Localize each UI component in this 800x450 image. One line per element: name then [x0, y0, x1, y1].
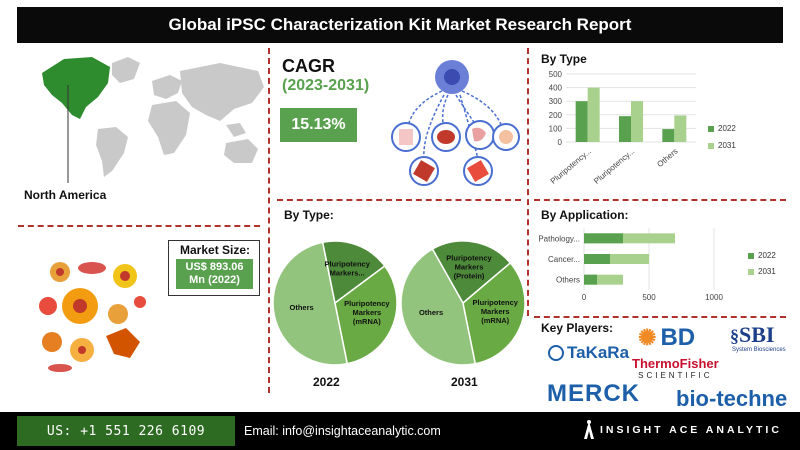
separator-right: [527, 48, 529, 316]
thermofisher-logo-text: ThermoFisher: [632, 356, 719, 371]
by-type-legend-2031: 2031: [708, 141, 736, 150]
phone-number[interactable]: US: +1 551 226 6109: [17, 416, 235, 446]
x-tick-label: Pluripotency...: [549, 147, 593, 186]
by-application-bar-chart: 0 500 1000 Pathology... Cancer... Others: [538, 228, 723, 302]
pie-2031: Others Pluripotency Markers (Protein) Plurip…: [400, 240, 526, 366]
region-label: North America: [24, 188, 107, 202]
pie-2022: Others Pluripotency Markers... Pluripotency…: [272, 240, 398, 366]
market-size-value: US$ 893.06 Mn (2022): [176, 259, 253, 289]
report-title: Global iPSC Characterization Kit Market …: [17, 7, 783, 43]
by-type-legend-2031-label: 2031: [718, 141, 736, 150]
hbar-2022-0: [584, 233, 623, 244]
x-tick-label: 1000: [705, 293, 723, 302]
thermofisher-logo: ThermoFisher SCIENTIFIC: [632, 356, 719, 380]
pie-label-2: Pluripotency Markers (mRNA): [472, 298, 518, 325]
by-application-legend-2031: 2031: [748, 267, 776, 276]
y-tick-label: Others: [556, 276, 580, 285]
key-players-title: Key Players:: [541, 321, 614, 335]
pie-2022-year: 2022: [313, 375, 340, 389]
hbar-2022-2: [584, 274, 597, 285]
pie-slice-1: [431, 240, 512, 305]
by-type-pie-title: By Type:: [284, 208, 334, 222]
pie-slice-2: [334, 264, 398, 365]
bar-2031-1: [631, 101, 643, 142]
bar-2022-1: [619, 116, 631, 142]
biotechne-logo: bio-techne: [676, 386, 788, 411]
pie-label-2: Pluripotency Markers (mRNA): [344, 299, 390, 326]
separator-left-h: [18, 225, 260, 227]
y-tick-label: Pathology...: [538, 234, 580, 243]
by-application-title: By Application:: [541, 208, 629, 222]
bar-2022-2: [662, 129, 675, 142]
market-size-value-line2: Mn (2022): [189, 274, 240, 286]
cagr-value: 15.13%: [280, 108, 357, 142]
market-size-box: [168, 240, 260, 296]
by-application-legend-2031-label: 2031: [758, 267, 776, 276]
pie-label-1: Pluripotency Markers (Protein): [446, 253, 492, 280]
y-tick-label: 0: [558, 138, 563, 147]
email-link[interactable]: Email: info@insightaceanalytic.com: [244, 424, 441, 438]
north-america-region: [42, 57, 110, 119]
x-tick-label: Others: [655, 147, 679, 169]
separator-right-h: [534, 199, 786, 201]
x-tick-label: 500: [642, 293, 656, 302]
y-tick-label: 200: [549, 111, 563, 120]
x-tick-label: Pluripotency...: [592, 147, 636, 186]
pie-slice-0: [400, 247, 477, 366]
by-type-legend-2022: 2022: [708, 124, 736, 133]
thermofisher-logo-subtext: SCIENTIFIC: [638, 371, 713, 380]
separator-right-h2: [534, 316, 786, 318]
bar-2031-2: [674, 115, 687, 142]
cagr-period: (2023-2031): [282, 77, 370, 94]
pie-slice-2: [462, 261, 526, 365]
by-application-legend-2022: 2022: [748, 251, 776, 260]
hbar-2031-2: [584, 274, 623, 285]
sbi-logo-subtext: System Biosciences: [732, 347, 786, 353]
bd-logo-text: BD: [660, 324, 696, 351]
by-type-bar-chart: 0 100 200 300 400 500 Pluripotency... Pluripote…: [549, 70, 696, 186]
sbi-logo: §SBI System Biosciences: [730, 322, 786, 354]
pie-label-0: Others: [419, 308, 443, 317]
pie-label-1: Pluripotency Markers...: [324, 260, 370, 278]
market-size-value-line1: US$ 893.06: [185, 261, 244, 273]
cells-illustration: [39, 262, 146, 372]
bar-2031-0: [587, 87, 600, 142]
bd-logo: ✺ BD: [638, 324, 696, 351]
stem-cell-diagram: [391, 60, 520, 186]
brand-name: INSIGHT ACE ANALYTIC: [600, 424, 782, 436]
y-tick-label: 300: [549, 97, 563, 106]
by-application-legend-2022-label: 2022: [758, 251, 776, 260]
cagr-title: CAGR: [282, 56, 335, 76]
hbar-2031-1: [584, 254, 649, 264]
separator-mid-h: [277, 199, 521, 201]
takara-logo: TaKaRa: [548, 343, 629, 363]
world-map: [42, 57, 264, 183]
by-type-bar-title: By Type: [541, 52, 587, 66]
pie-2031-year: 2031: [451, 375, 478, 389]
y-tick-label: 500: [549, 70, 563, 79]
takara-logo-text: TaKaRa: [567, 343, 630, 362]
x-tick-label: 0: [582, 293, 587, 302]
brand-logo-icon: [584, 420, 594, 439]
hbar-2022-1: [584, 254, 610, 264]
merck-logo: MERCK: [547, 380, 640, 407]
y-tick-label: 100: [549, 124, 563, 133]
market-size-label: Market Size:: [180, 243, 251, 257]
y-tick-label: Cancer...: [548, 255, 580, 264]
separator-left: [268, 48, 270, 393]
pie-label-0: Others: [289, 303, 313, 312]
bar-2022-0: [575, 101, 588, 142]
pie-slice-1: [321, 240, 386, 305]
by-type-legend-2022-label: 2022: [718, 124, 736, 133]
hbar-2031-0: [584, 233, 675, 244]
y-tick-label: 400: [549, 84, 563, 93]
sbi-logo-text: SBI: [739, 322, 775, 347]
